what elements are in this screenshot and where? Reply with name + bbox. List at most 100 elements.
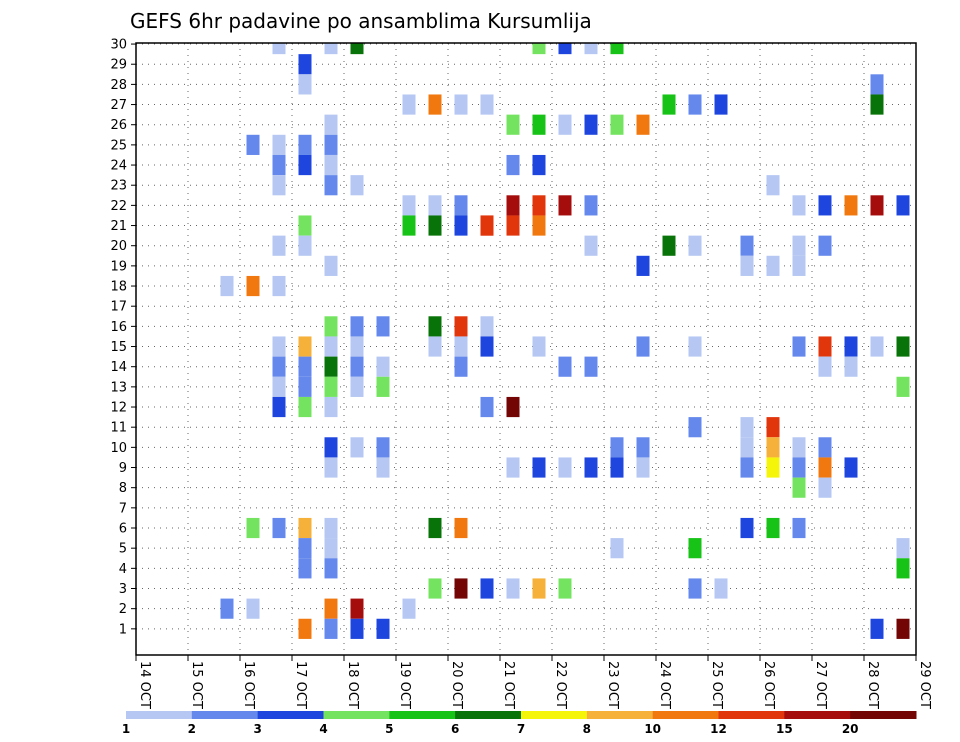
heatmap-cell <box>818 477 832 498</box>
y-tick-label: 10 <box>110 441 127 456</box>
x-tick-label: 14 OCT <box>137 661 152 709</box>
heatmap-cell <box>870 94 884 115</box>
colorbar-swatch <box>850 711 917 719</box>
heatmap-cell <box>324 396 338 418</box>
x-tick-label: 25 OCT <box>709 661 724 709</box>
y-tick-label: 27 <box>110 98 127 113</box>
heatmap-cell <box>272 134 286 155</box>
heatmap-cell <box>324 43 338 55</box>
heatmap-cell <box>792 457 806 478</box>
heatmap-cell <box>350 376 364 397</box>
heatmap-cell <box>506 578 520 599</box>
colorbar-label: 10 <box>644 722 661 736</box>
colorbar-label: 6 <box>451 722 459 736</box>
heatmap-cell <box>506 114 520 135</box>
heatmap-cell <box>454 215 468 236</box>
y-tick-label: 23 <box>110 179 127 194</box>
heatmap-cell <box>792 255 806 276</box>
heatmap-cell <box>532 43 546 55</box>
x-tick-label: 27 OCT <box>813 661 828 709</box>
heatmap-cell <box>636 457 650 478</box>
heatmap-cell <box>610 43 624 55</box>
y-tick-label: 8 <box>119 481 127 496</box>
heatmap-cell <box>324 618 338 639</box>
heatmap-cell <box>480 336 494 357</box>
heatmap-cell <box>688 94 702 115</box>
heatmap-cell <box>740 235 754 256</box>
heatmap-cell <box>454 94 468 115</box>
heatmap-cell <box>350 356 364 377</box>
heatmap-cell <box>740 255 754 276</box>
y-tick-label: 25 <box>110 138 127 153</box>
heatmap-cell <box>792 517 806 539</box>
heatmap-cell <box>896 538 910 559</box>
heatmap-cell <box>584 114 598 135</box>
colorbar-swatch <box>652 711 719 719</box>
heatmap-cell <box>272 376 286 397</box>
heatmap-cell <box>714 94 728 115</box>
heatmap-cell <box>636 114 650 135</box>
colorbar-label: 8 <box>583 722 591 736</box>
heatmap-cell <box>376 376 390 397</box>
heatmap-cell <box>662 235 676 256</box>
heatmap-cell <box>324 558 338 579</box>
heatmap-cell <box>298 74 312 95</box>
heatmap-cell <box>324 356 338 377</box>
heatmap-cell <box>766 175 780 196</box>
heatmap-cell <box>376 457 390 478</box>
heatmap-cell <box>740 457 754 478</box>
heatmap-cell <box>428 316 442 337</box>
heatmap-cell <box>844 457 858 478</box>
heatmap-cell <box>896 558 910 579</box>
heatmap-cell <box>558 457 572 478</box>
heatmap-cell <box>506 215 520 236</box>
heatmap-cell <box>818 336 832 357</box>
heatmap-cell <box>714 578 728 599</box>
heatmap-cell <box>324 517 338 539</box>
data-cells <box>220 43 910 639</box>
colorbar-swatch <box>586 711 654 719</box>
heatmap-cell <box>376 356 390 377</box>
heatmap-cell <box>428 195 442 216</box>
heatmap-cell <box>818 437 832 458</box>
colorbar-swatch <box>389 711 456 719</box>
heatmap-cell <box>272 235 286 256</box>
heatmap-cell <box>506 457 520 478</box>
x-tick-label: 16 OCT <box>241 661 256 709</box>
heatmap-cell <box>532 578 546 599</box>
heatmap-cell <box>870 618 884 639</box>
heatmap-cell <box>558 195 572 216</box>
plot-frame <box>135 42 917 656</box>
y-tick-label: 9 <box>119 461 127 476</box>
heatmap-cell <box>870 195 884 216</box>
heatmap-cell <box>298 154 312 176</box>
heatmap-cell <box>792 477 806 498</box>
colorbar-swatch <box>455 711 522 719</box>
x-tick-label: 24 OCT <box>657 661 672 709</box>
y-tick-label: 29 <box>110 58 127 73</box>
heatmap-cell <box>610 538 624 559</box>
colorbar-label: 20 <box>842 722 859 736</box>
heatmap-cell <box>766 255 780 276</box>
heatmap-cell <box>844 356 858 377</box>
heatmap-cell <box>428 336 442 357</box>
x-tick-label: 19 OCT <box>397 661 412 709</box>
heatmap-cell <box>584 356 598 377</box>
heatmap-cell <box>298 538 312 559</box>
heatmap-cell <box>324 437 338 458</box>
heatmap-cell <box>792 235 806 256</box>
heatmap-cell <box>324 175 338 196</box>
heatmap-cell <box>480 578 494 599</box>
heatmap-cell <box>662 94 676 115</box>
heatmap-cell <box>298 215 312 236</box>
heatmap-cell <box>298 356 312 377</box>
heatmap-cell <box>532 215 546 236</box>
heatmap-cell <box>246 598 260 619</box>
heatmap-cell <box>272 356 286 377</box>
colorbar-label: 15 <box>776 722 793 736</box>
heatmap-cell <box>558 43 572 55</box>
heatmap-cell <box>402 598 416 619</box>
x-axis-ticks: 14 OCT 15 OCT 16 OCT 17 OCT 18 OCT 19 OCT 20 O… <box>135 655 932 709</box>
heatmap-cell <box>272 517 286 539</box>
